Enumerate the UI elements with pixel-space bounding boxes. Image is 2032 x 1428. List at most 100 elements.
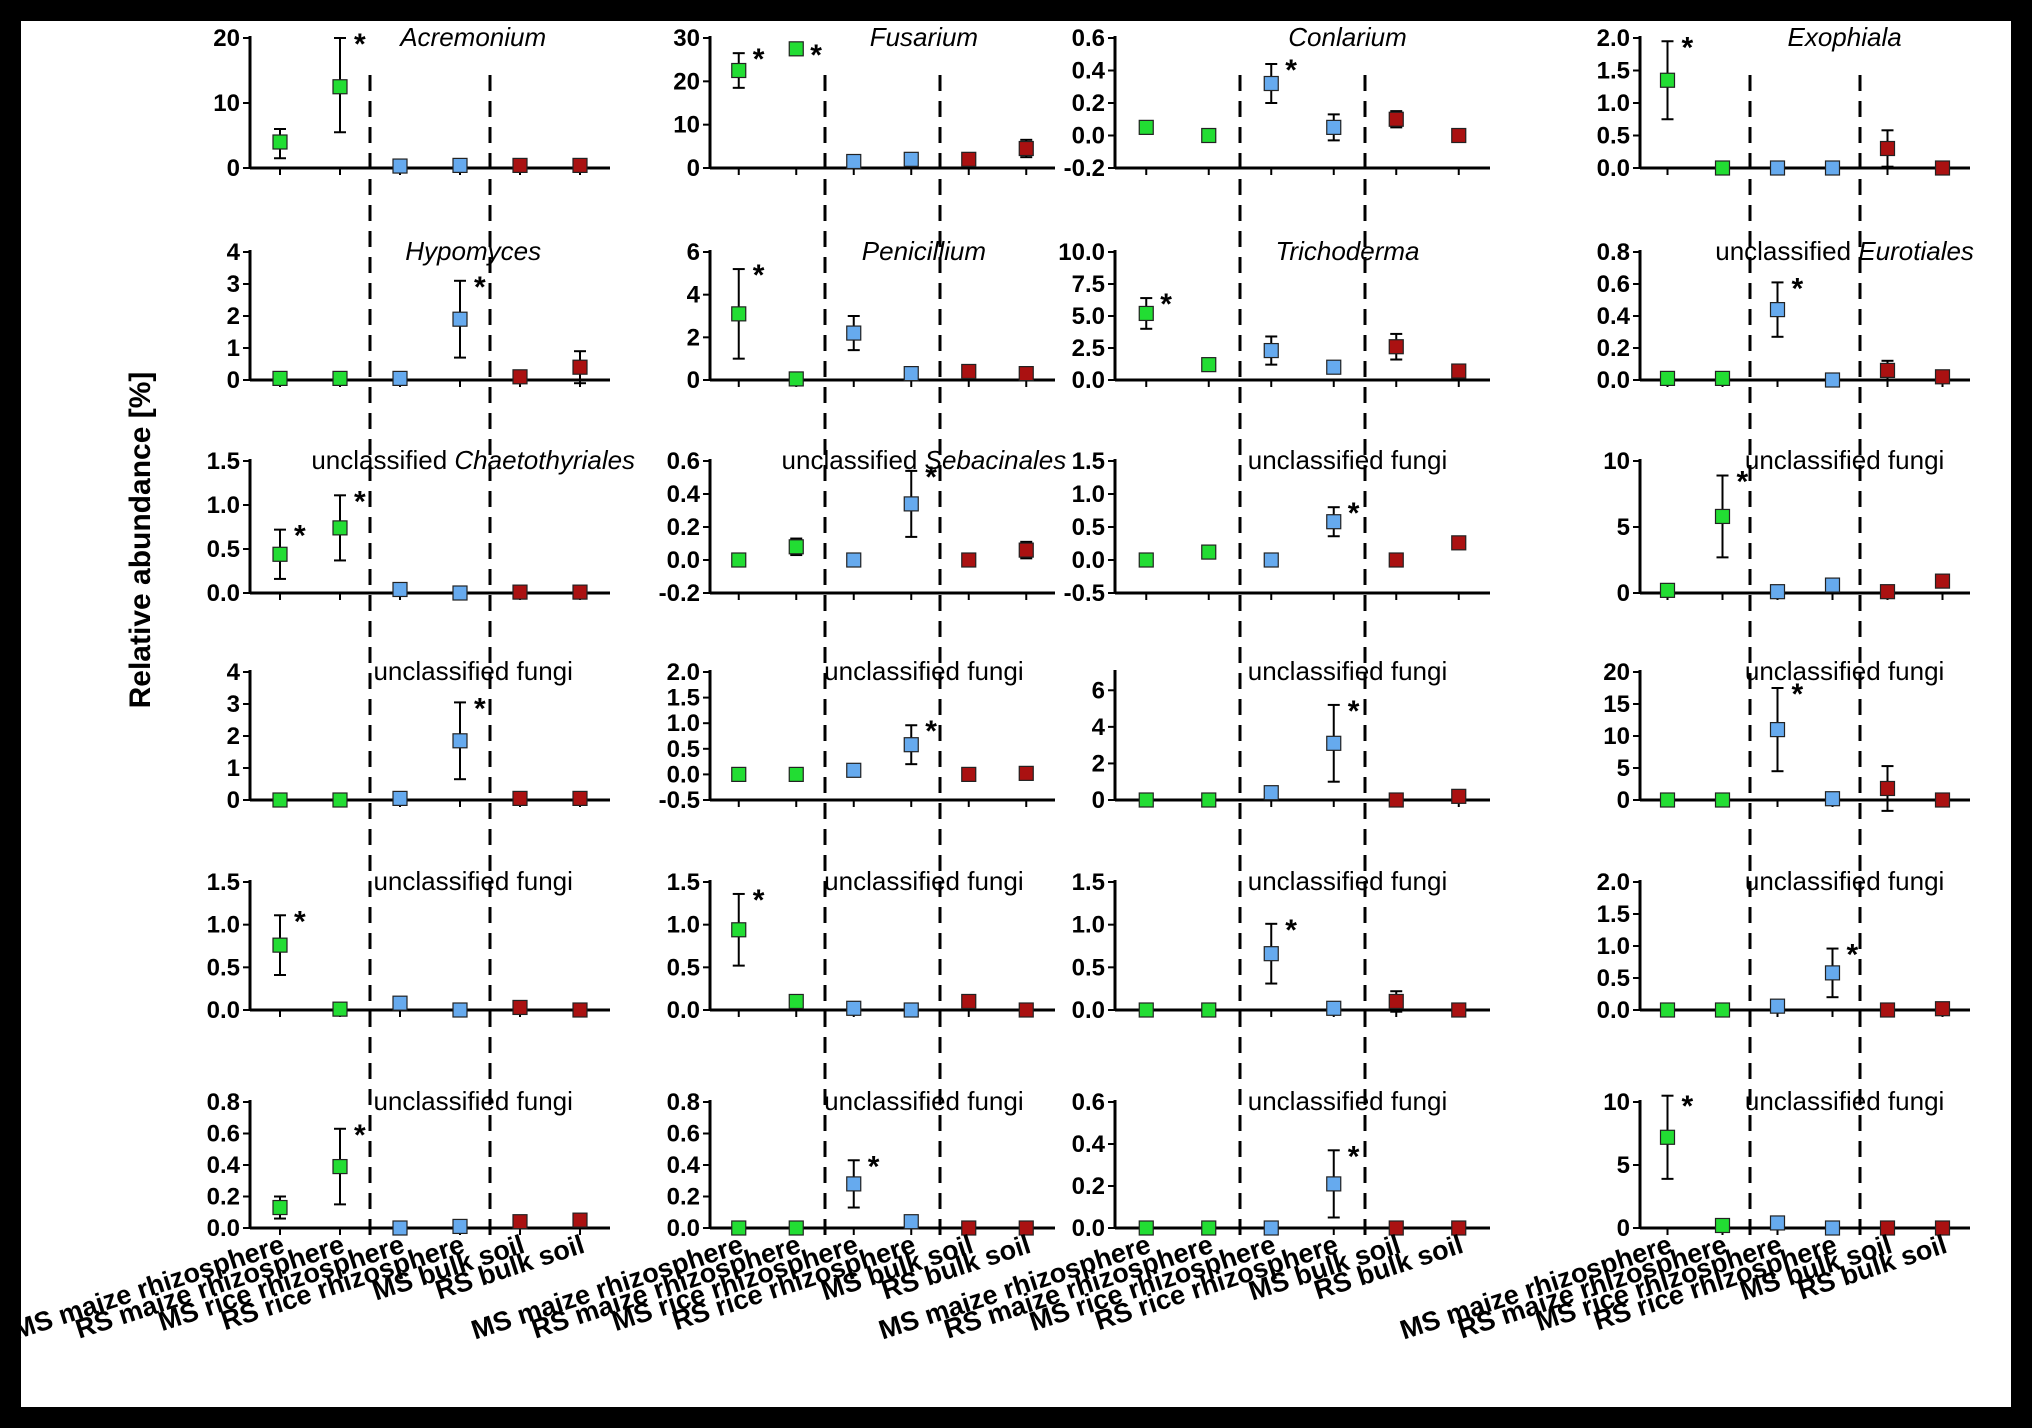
y-tick-label: 0 bbox=[1617, 580, 1630, 607]
y-tick-label: 4 bbox=[687, 282, 701, 309]
data-point-rice bbox=[393, 159, 407, 173]
y-tick-label: 0.2 bbox=[1597, 335, 1630, 362]
y-tick-label: 4 bbox=[227, 659, 241, 686]
y-tick-label: 0.0 bbox=[1597, 155, 1630, 182]
significance-marker: * bbox=[354, 1119, 366, 1152]
y-tick-label: 2 bbox=[687, 324, 700, 351]
data-point-bulk bbox=[1936, 370, 1950, 384]
data-point-bulk bbox=[1389, 553, 1403, 567]
panel-title: Exophiala bbox=[1787, 22, 1901, 52]
panel-title-taxon: Sebacinales bbox=[925, 445, 1067, 475]
data-point-rice bbox=[393, 791, 407, 805]
y-tick-label: 0.0 bbox=[667, 761, 700, 788]
data-point-rice bbox=[1771, 303, 1785, 317]
significance-marker: * bbox=[925, 461, 937, 494]
y-tick-label: 0 bbox=[1617, 1215, 1630, 1242]
significance-marker: * bbox=[1792, 272, 1804, 305]
y-tick-label: 0 bbox=[1617, 787, 1630, 814]
data-point-bulk bbox=[1019, 1003, 1033, 1017]
panel-title: Conlarium bbox=[1288, 22, 1407, 52]
data-point-bulk bbox=[573, 1003, 587, 1017]
y-tick-label: 0.4 bbox=[207, 1152, 241, 1179]
y-tick-label: 3 bbox=[227, 691, 240, 718]
data-point-maize bbox=[1661, 793, 1675, 807]
y-tick-label: 1.0 bbox=[1072, 912, 1105, 939]
data-point-bulk bbox=[573, 585, 587, 599]
data-point-rice bbox=[453, 1003, 467, 1017]
data-point-maize bbox=[732, 923, 746, 937]
y-tick-label: 10 bbox=[213, 90, 240, 117]
y-tick-label: 0.4 bbox=[667, 1152, 701, 1179]
significance-marker: * bbox=[1285, 54, 1297, 87]
y-tick-label: 30 bbox=[673, 25, 700, 52]
data-point-maize bbox=[1661, 583, 1675, 597]
data-point-bulk bbox=[573, 158, 587, 172]
y-tick-label: 1 bbox=[227, 755, 240, 782]
data-point-maize bbox=[732, 767, 746, 781]
data-point-rice bbox=[1327, 360, 1341, 374]
panel-title-taxon: Chaetothyriales bbox=[454, 445, 635, 475]
data-point-rice bbox=[393, 582, 407, 596]
data-point-maize bbox=[789, 767, 803, 781]
y-tick-label: -0.5 bbox=[659, 787, 700, 814]
data-point-rice bbox=[904, 1215, 918, 1229]
y-tick-label: 0.8 bbox=[1597, 239, 1630, 266]
data-point-bulk bbox=[1019, 367, 1033, 381]
data-point-bulk bbox=[962, 553, 976, 567]
data-point-bulk bbox=[962, 364, 976, 378]
data-point-rice bbox=[1327, 120, 1341, 134]
panel-title: unclassified fungi bbox=[1745, 1086, 1944, 1116]
data-point-rice bbox=[847, 1001, 861, 1015]
y-tick-label: 5 bbox=[1617, 514, 1630, 541]
data-point-bulk bbox=[962, 994, 976, 1008]
significance-marker: * bbox=[474, 692, 486, 725]
data-point-maize bbox=[789, 42, 803, 56]
y-tick-label: 1.0 bbox=[1597, 90, 1630, 117]
data-point-rice bbox=[904, 367, 918, 381]
y-tick-label: 0.2 bbox=[667, 514, 700, 541]
panel-title: unclassified fungi bbox=[373, 656, 572, 686]
y-tick-label: 5 bbox=[1617, 755, 1630, 782]
data-point-maize bbox=[1139, 120, 1153, 134]
data-point-bulk bbox=[1452, 364, 1466, 378]
significance-marker: * bbox=[294, 520, 306, 553]
y-tick-label: 15 bbox=[1603, 691, 1630, 718]
data-point-bulk bbox=[1881, 585, 1895, 599]
y-tick-label: 1.5 bbox=[207, 869, 240, 896]
data-point-maize bbox=[273, 135, 287, 149]
panel-title: unclassified fungi bbox=[1248, 445, 1447, 475]
y-tick-label: 2.0 bbox=[1597, 25, 1630, 52]
data-point-rice bbox=[1826, 161, 1840, 175]
data-point-maize bbox=[333, 1160, 347, 1174]
data-point-rice bbox=[1771, 585, 1785, 599]
data-point-maize bbox=[333, 371, 347, 385]
y-tick-label: 0.5 bbox=[667, 736, 700, 763]
y-tick-label: 1.0 bbox=[207, 492, 240, 519]
y-tick-label: 0.0 bbox=[667, 997, 700, 1024]
y-tick-label: 1.0 bbox=[667, 912, 700, 939]
y-tick-label: 0 bbox=[227, 367, 240, 394]
data-point-maize bbox=[273, 1201, 287, 1215]
y-tick-label: 5.0 bbox=[1072, 303, 1105, 330]
data-point-rice bbox=[1327, 1001, 1341, 1015]
y-tick-label: 0.6 bbox=[1072, 1089, 1105, 1116]
significance-marker: * bbox=[1682, 1090, 1694, 1123]
data-point-maize bbox=[273, 547, 287, 561]
data-point-maize bbox=[333, 793, 347, 807]
data-point-bulk bbox=[1881, 781, 1895, 795]
data-point-bulk bbox=[1389, 340, 1403, 354]
data-point-rice bbox=[453, 312, 467, 326]
panel-title: unclassified fungi bbox=[1745, 866, 1944, 896]
y-tick-label: 1.0 bbox=[667, 710, 700, 737]
y-tick-label: 0.0 bbox=[207, 580, 240, 607]
data-point-maize bbox=[732, 64, 746, 78]
y-tick-label: 0.4 bbox=[1072, 58, 1106, 85]
y-tick-label: 0.0 bbox=[1072, 547, 1105, 574]
y-tick-label: 20 bbox=[673, 68, 700, 95]
data-point-maize bbox=[1139, 793, 1153, 807]
significance-marker: * bbox=[474, 271, 486, 304]
panel-title: unclassified Eurotiales bbox=[1715, 236, 1974, 266]
y-tick-label: 10 bbox=[673, 112, 700, 139]
data-point-bulk bbox=[1881, 1003, 1895, 1017]
data-point-maize bbox=[1716, 161, 1730, 175]
